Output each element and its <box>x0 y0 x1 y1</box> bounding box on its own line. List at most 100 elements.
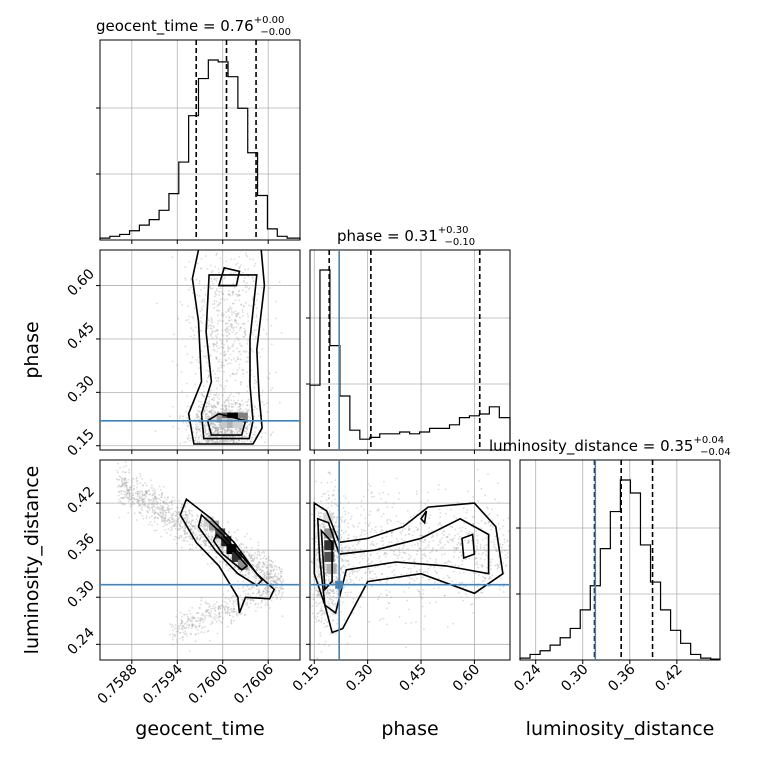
sample-point <box>225 329 227 332</box>
sample-point <box>264 604 266 606</box>
sample-point <box>270 433 273 436</box>
sample-point <box>329 597 332 600</box>
sample-point <box>323 612 326 615</box>
sample-point <box>245 428 248 431</box>
sample-point <box>189 286 192 289</box>
sample-point <box>167 509 170 512</box>
sample-point <box>267 577 270 579</box>
sample-point <box>180 536 183 539</box>
sample-point <box>153 502 156 505</box>
sample-point <box>439 522 442 524</box>
sample-point <box>169 633 171 636</box>
sample-point <box>181 527 184 529</box>
sample-point <box>227 611 230 614</box>
sample-point <box>278 586 281 589</box>
sample-point <box>335 503 338 506</box>
sample-point <box>225 410 228 413</box>
sample-point <box>185 411 187 413</box>
sample-point <box>149 521 152 523</box>
sample-point <box>188 609 191 612</box>
sample-point <box>160 515 163 518</box>
sample-point <box>263 572 266 575</box>
sample-point <box>191 623 194 625</box>
sample-point <box>228 405 230 407</box>
sample-point <box>217 347 220 350</box>
sample-point <box>188 537 191 540</box>
sample-point <box>181 628 184 631</box>
sample-point <box>400 532 403 535</box>
sample-point <box>311 513 313 516</box>
sample-point <box>265 601 268 604</box>
sample-point <box>195 620 198 622</box>
sample-point <box>452 546 455 549</box>
sample-point <box>123 477 126 480</box>
sample-point <box>335 632 337 635</box>
sample-point <box>206 441 209 444</box>
sample-point <box>226 429 229 432</box>
sample-point <box>198 624 201 627</box>
sample-point <box>147 489 150 492</box>
sample-point <box>251 571 254 574</box>
sample-point <box>229 429 231 432</box>
sample-point <box>494 546 497 549</box>
sample-point <box>158 514 160 516</box>
sample-point <box>210 411 212 414</box>
sample-point <box>339 516 342 519</box>
sample-point <box>241 369 244 371</box>
sample-point <box>252 433 255 436</box>
sample-point <box>200 597 203 600</box>
sample-point <box>280 587 283 590</box>
sample-point <box>315 537 318 540</box>
sample-point <box>150 484 153 487</box>
sample-point <box>203 539 206 542</box>
sample-point <box>225 214 227 216</box>
sample-point <box>436 572 438 575</box>
sample-point <box>327 494 330 497</box>
sample-point <box>206 416 209 418</box>
sample-point <box>223 355 226 357</box>
sample-point <box>218 539 221 542</box>
sample-point <box>164 514 167 517</box>
sample-point <box>251 558 254 561</box>
sample-point <box>171 518 174 520</box>
sample-point <box>205 529 208 531</box>
sample-point <box>336 578 339 581</box>
sample-point <box>249 594 252 597</box>
sample-point <box>184 511 187 514</box>
sample-point <box>233 286 236 289</box>
sample-point <box>213 426 216 429</box>
sample-point <box>385 535 388 538</box>
sample-point <box>201 618 204 621</box>
sample-point <box>386 607 388 610</box>
sample-point <box>331 598 333 601</box>
sample-point <box>234 222 236 224</box>
sample-point <box>467 539 470 542</box>
sample-point <box>472 612 475 614</box>
sample-point <box>266 571 269 574</box>
sample-point <box>207 440 210 442</box>
sample-point <box>335 576 338 579</box>
sample-point <box>229 556 232 559</box>
sample-point <box>235 598 238 601</box>
sample-point <box>204 417 207 420</box>
sample-point <box>198 429 201 432</box>
sample-point <box>269 573 271 575</box>
sample-point <box>205 433 208 436</box>
sample-point <box>213 329 216 332</box>
sample-point <box>484 544 486 547</box>
sample-point <box>408 525 410 528</box>
sample-point <box>248 246 250 248</box>
sample-point <box>189 405 191 408</box>
sample-point <box>502 591 505 593</box>
sample-point <box>145 492 147 495</box>
sample-point <box>221 329 224 331</box>
sample-point <box>192 532 195 535</box>
sample-point <box>191 607 194 609</box>
sample-point <box>205 541 208 543</box>
sample-point <box>207 402 210 405</box>
sample-point <box>277 590 280 592</box>
sample-point <box>304 553 306 555</box>
sample-point <box>211 428 214 431</box>
sample-point <box>366 579 369 582</box>
sample-point <box>437 484 440 487</box>
